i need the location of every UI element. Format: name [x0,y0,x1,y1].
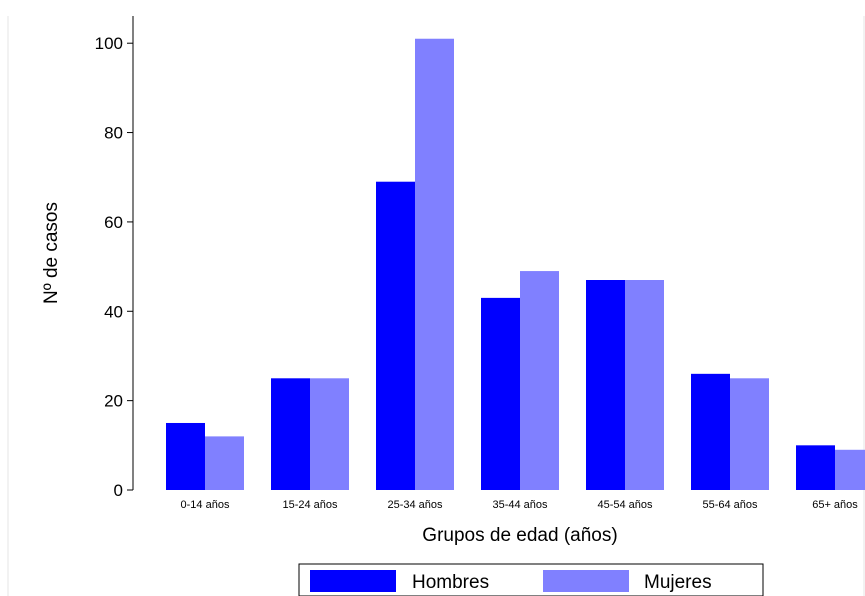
bar-mujeres-0 [205,436,244,490]
bar-hombres-6 [796,445,835,490]
bar-hombres-1 [271,378,310,490]
legend-label-mujeres: Mujeres [644,572,712,593]
y-tick-label: 0 [114,481,123,500]
x-axis-title: Grupos de edad (años) [422,525,617,546]
bar-mujeres-6 [835,449,865,490]
legend-label-hombres: Hombres [412,572,489,593]
bar-mujeres-3 [520,271,559,490]
x-tick-label: 0-14 años [181,499,230,511]
legend-swatch-hombres [310,570,396,592]
y-tick-label: 20 [104,392,123,411]
x-tick-label: 45-54 años [597,499,653,511]
x-tick-label: 35-44 años [492,499,548,511]
y-tick-label: 60 [104,213,123,232]
x-tick-label: 25-34 años [387,499,443,511]
y-axis-title: Nº de casos [41,202,62,304]
x-tick-label: 55-64 años [702,499,758,511]
legend: Hombres Mujeres [298,563,764,596]
y-axis: 0 20 40 60 80 100 [95,16,134,500]
y-tick-label: 100 [95,34,123,53]
bar-hombres-2 [376,181,415,490]
bar-hombres-4 [586,280,625,490]
legend-swatch-mujeres [543,570,629,592]
bars [166,38,865,491]
bar-hombres-5 [691,373,730,490]
bar-hombres-0 [166,422,205,490]
bar-mujeres-1 [310,378,349,490]
bar-mujeres-2 [415,38,454,491]
y-tick-label: 40 [104,302,123,321]
x-tick-label: 15-24 años [282,499,338,511]
x-axis: 0-14 años 15-24 años 25-34 años 35-44 años 4… [181,499,859,511]
plot-frame [7,16,865,596]
y-tick-label: 80 [104,124,123,143]
x-tick-label: 65+ años [812,499,858,511]
bar-mujeres-4 [625,280,664,490]
bar-mujeres-5 [730,378,769,490]
bar-hombres-3 [481,297,520,490]
